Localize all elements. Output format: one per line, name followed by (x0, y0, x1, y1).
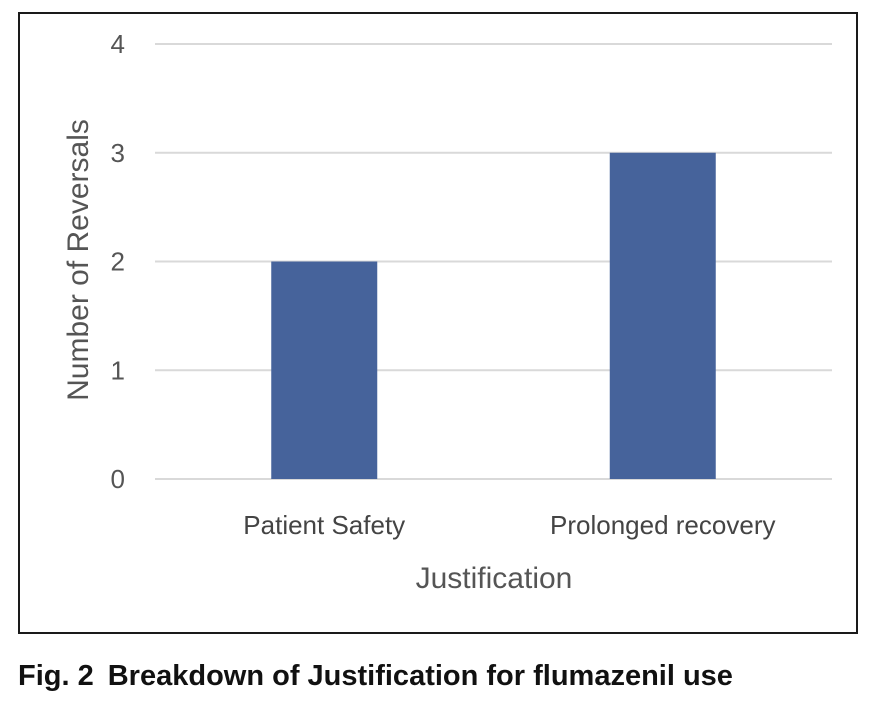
figure-number: Fig. 2 (18, 660, 94, 692)
y-tick-labels: 0 1 2 3 4 (111, 29, 125, 494)
x-category-label: Patient Safety (243, 510, 405, 540)
y-tick-label: 1 (111, 355, 125, 385)
bar-patient-safety (271, 261, 378, 479)
y-tick-label: 0 (111, 464, 125, 494)
bar-chart: 0 1 2 3 4 Patient Safety Prolonged recovery J… (62, 29, 832, 595)
x-category-labels: Patient Safety Prolonged recovery (243, 510, 775, 540)
y-tick-label: 3 (111, 138, 125, 168)
bar-prolonged-recovery (609, 152, 716, 479)
y-tick-label: 4 (111, 29, 125, 59)
bars (271, 152, 716, 479)
chart-frame (18, 12, 858, 634)
x-axis-title: Justification (416, 562, 573, 595)
x-category-label: Prolonged recovery (550, 510, 775, 540)
y-tick-label: 2 (111, 247, 125, 277)
gridlines (155, 43, 832, 480)
y-axis-title: Number of Reversals (62, 119, 95, 401)
figure-caption: Fig. 2 Breakdown of Justification for flu… (18, 660, 858, 693)
figure-caption-text: Breakdown of Justification for flumazeni… (107, 660, 733, 692)
